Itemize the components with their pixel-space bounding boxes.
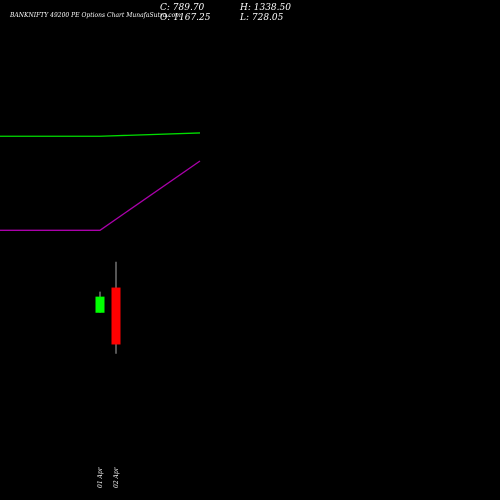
candle-body [111, 287, 121, 345]
x-tick-label: 02 Apr [113, 466, 120, 488]
open-value: O: 1167.25 [160, 13, 211, 23]
overlay-line-1 [0, 160, 201, 231]
candle-body [95, 296, 105, 313]
chart-title: BANKNIFTY 49200 PE Options Chart MunafaS… [10, 12, 181, 19]
high-value: H: 1338.50 [240, 3, 291, 13]
x-tick-label: 01 Apr [97, 466, 104, 488]
close-value: C: 789.70 [160, 3, 205, 13]
overlay-line-0 [0, 132, 201, 137]
low-value: L: 728.05 [240, 13, 284, 23]
